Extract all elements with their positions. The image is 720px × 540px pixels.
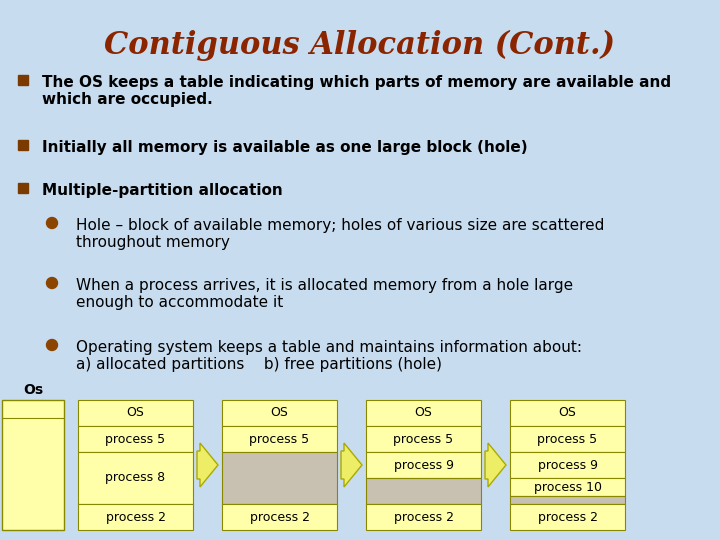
Text: process 2: process 2 (538, 510, 598, 523)
Bar (510, 478, 625, 496)
Bar (366, 400, 481, 426)
Bar (222, 426, 337, 452)
Bar (366, 452, 481, 478)
Text: process 5: process 5 (393, 433, 454, 446)
Circle shape (47, 340, 58, 350)
Text: OS: OS (271, 407, 289, 420)
Bar (366, 504, 481, 530)
Text: process 9: process 9 (394, 458, 454, 471)
Text: Os: Os (23, 383, 43, 397)
Bar (78, 426, 193, 452)
Bar (222, 400, 337, 426)
Circle shape (47, 218, 58, 228)
Bar (78, 452, 193, 504)
Text: Contiguous Allocation (Cont.): Contiguous Allocation (Cont.) (104, 30, 616, 61)
Bar (510, 504, 625, 530)
Text: Operating system keeps a table and maintains information about:
a) allocated par: Operating system keeps a table and maint… (76, 340, 582, 373)
Text: Initially all memory is available as one large block (hole): Initially all memory is available as one… (42, 140, 528, 155)
Text: process 9: process 9 (538, 458, 598, 471)
Bar (18, 140, 28, 150)
Text: process 2: process 2 (394, 510, 454, 523)
FancyArrow shape (485, 443, 506, 487)
Bar (510, 496, 625, 504)
Circle shape (47, 278, 58, 288)
Bar (510, 426, 625, 452)
Bar (222, 504, 337, 530)
Text: OS: OS (559, 407, 577, 420)
Text: Multiple-partition allocation: Multiple-partition allocation (42, 183, 283, 198)
FancyArrow shape (341, 443, 362, 487)
Bar (366, 478, 481, 504)
Bar (510, 400, 625, 426)
Text: Hole – block of available memory; holes of various size are scattered
throughout: Hole – block of available memory; holes … (76, 218, 604, 251)
Text: OS: OS (127, 407, 145, 420)
Text: OS: OS (415, 407, 433, 420)
Bar (78, 400, 193, 426)
Bar (510, 452, 625, 478)
Bar (18, 183, 28, 193)
Bar (18, 75, 28, 85)
Text: process 2: process 2 (250, 510, 310, 523)
Bar (366, 426, 481, 452)
Text: process 5: process 5 (105, 433, 166, 446)
Text: The OS keeps a table indicating which parts of memory are available and
which ar: The OS keeps a table indicating which pa… (42, 75, 671, 107)
Text: When a process arrives, it is allocated memory from a hole large
enough to accom: When a process arrives, it is allocated … (76, 278, 573, 310)
Text: process 8: process 8 (105, 471, 166, 484)
Bar (78, 504, 193, 530)
Bar (2, 400, 64, 530)
Text: process 5: process 5 (249, 433, 310, 446)
Text: process 5: process 5 (537, 433, 598, 446)
Bar (222, 452, 337, 504)
Text: process 10: process 10 (534, 481, 601, 494)
Text: process 2: process 2 (106, 510, 166, 523)
FancyArrow shape (197, 443, 218, 487)
